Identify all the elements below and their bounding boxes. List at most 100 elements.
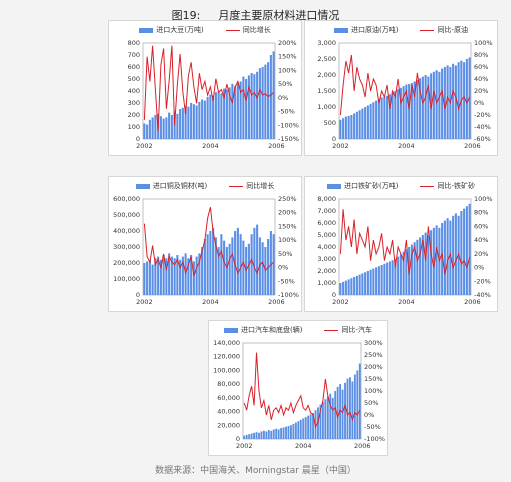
bar-mark: [198, 101, 201, 139]
bar-mark: [170, 256, 173, 295]
bar-mark: [344, 382, 346, 439]
bar-mark: [405, 84, 408, 139]
bar-mark: [176, 255, 179, 295]
chart-legend: 进口大豆(万吨) 同比增长: [109, 24, 301, 36]
bar-mark: [269, 231, 272, 295]
legend-bar-label: 进口铁矿砂(万吨): [344, 182, 399, 190]
bar-mark: [256, 224, 259, 295]
legend-line-item: 同比-原油: [420, 24, 468, 36]
bar-mark: [272, 51, 275, 139]
bar-mark: [203, 239, 206, 295]
figure-title: 月度主要原材料进口情况: [218, 9, 340, 22]
bar-mark: [280, 428, 283, 439]
bar-mark: [162, 118, 165, 139]
legend-bar-item: 进口原油(万吨): [334, 24, 398, 36]
chart-legend: 进口汽车和底盘(辆) 同比-汽车: [209, 324, 387, 336]
bar-mark: [344, 280, 347, 295]
bar-mark: [410, 244, 413, 295]
y-left-tick-label: 1,000: [317, 279, 336, 287]
bar-mark: [394, 91, 397, 139]
bar-mark: [369, 103, 372, 139]
bar-mark: [198, 253, 201, 295]
bar-mark: [258, 68, 261, 139]
legend-line-label: 同比-汽车: [341, 326, 372, 334]
bar-mark: [355, 275, 358, 295]
chart-plot: 0 100,000 200,000 300,000 400,000 500,000 600,…: [113, 195, 299, 306]
bar-mark: [342, 281, 345, 295]
bar-mark: [143, 263, 146, 295]
y-right-tick-label: 150%: [364, 375, 383, 383]
bar-mark: [223, 240, 226, 295]
chart-plot: 0 500 1,000 1,500 2,000 2,500 3,000 -60% -40% -20…: [317, 39, 492, 150]
plot-frame: [338, 42, 472, 140]
bar-mark: [262, 430, 265, 439]
legend-bar-item: 进口汽车和底盘(辆): [224, 324, 302, 336]
x-tick-label: 2004: [202, 298, 219, 306]
bar-mark: [372, 268, 375, 295]
chart-legend: 进口铜及铜材(吨) 同比增长: [109, 180, 301, 192]
y-left-tick-label: 800: [128, 39, 140, 47]
bar-mark: [329, 393, 332, 439]
bar-mark: [449, 220, 452, 295]
bar-mark: [460, 211, 463, 295]
bar-mark: [394, 259, 397, 295]
y-left-tick-label: 700: [128, 51, 140, 59]
y-right-tick-label: 0%: [278, 94, 288, 102]
bar-mark: [366, 105, 369, 139]
bar-mark: [312, 412, 314, 439]
y-left-tick-label: 4,000: [317, 243, 336, 251]
x-tick-label: 2004: [398, 142, 415, 150]
legend-bar-item: 进口大豆(万吨): [139, 24, 204, 36]
bar-mark: [148, 119, 151, 139]
y-left-tick-label: 0: [136, 135, 140, 143]
bar-mark: [165, 117, 168, 139]
bar-mark: [236, 227, 239, 295]
bar-mark: [413, 81, 416, 139]
bar-mark: [217, 91, 220, 139]
bar-mark: [452, 215, 455, 295]
y-right-tick-label: -40%: [474, 291, 491, 299]
line-series-path: [339, 54, 471, 116]
y-right-tick-label: 100%: [278, 236, 297, 244]
bar-mark: [179, 109, 182, 139]
bar-mark: [364, 272, 367, 295]
legend-line-swatch: [225, 29, 240, 31]
legend-line-item: 同比增长: [225, 24, 271, 36]
bar-mark: [236, 82, 239, 139]
bar-mark: [410, 83, 413, 139]
y-left-tick-label: 140,000: [213, 339, 240, 347]
y-right-tick-label: -150%: [278, 135, 299, 143]
y-left-tick-label: 2,500: [317, 55, 336, 63]
plot-frame: [338, 198, 472, 296]
y-left-tick-label: 3,000: [317, 255, 336, 263]
y-right-tick-label: -20%: [474, 277, 491, 285]
bar-mark: [419, 237, 422, 295]
bar-mark: [154, 258, 157, 295]
bar-mark: [190, 255, 193, 295]
x-tick-label: 2002: [236, 442, 253, 450]
bar-mark: [173, 258, 176, 295]
x-tick-label: 2006: [464, 298, 481, 306]
bar-mark: [416, 79, 419, 139]
bar-mark: [209, 231, 212, 295]
bar-mark: [356, 370, 359, 439]
y-right-tick-label: 60%: [474, 222, 488, 230]
y-left-tick-label: 400: [128, 87, 140, 95]
legend-line-swatch: [420, 29, 435, 31]
bar-mark: [242, 240, 245, 295]
bar-mark: [255, 432, 258, 439]
legend-bar-label: 进口铜及铜材(吨): [152, 182, 208, 190]
bar-mark: [282, 427, 285, 439]
bar-mark: [441, 223, 444, 295]
y-right-tick-label: 200%: [278, 209, 297, 217]
y-right-tick-label: 0%: [364, 411, 374, 419]
bar-mark: [350, 115, 353, 139]
bar-mark: [424, 75, 427, 139]
bar-mark: [250, 73, 253, 139]
chart-plot: 0 20,000 40,000 60,000 80,000 100,000 120,000 1…: [213, 339, 385, 450]
bar-mark: [146, 261, 149, 295]
bar-mark: [239, 81, 242, 139]
y-right-tick-label: 80%: [474, 209, 488, 217]
bar-mark: [290, 425, 292, 439]
y-left-tick-label: 2,000: [317, 71, 336, 79]
